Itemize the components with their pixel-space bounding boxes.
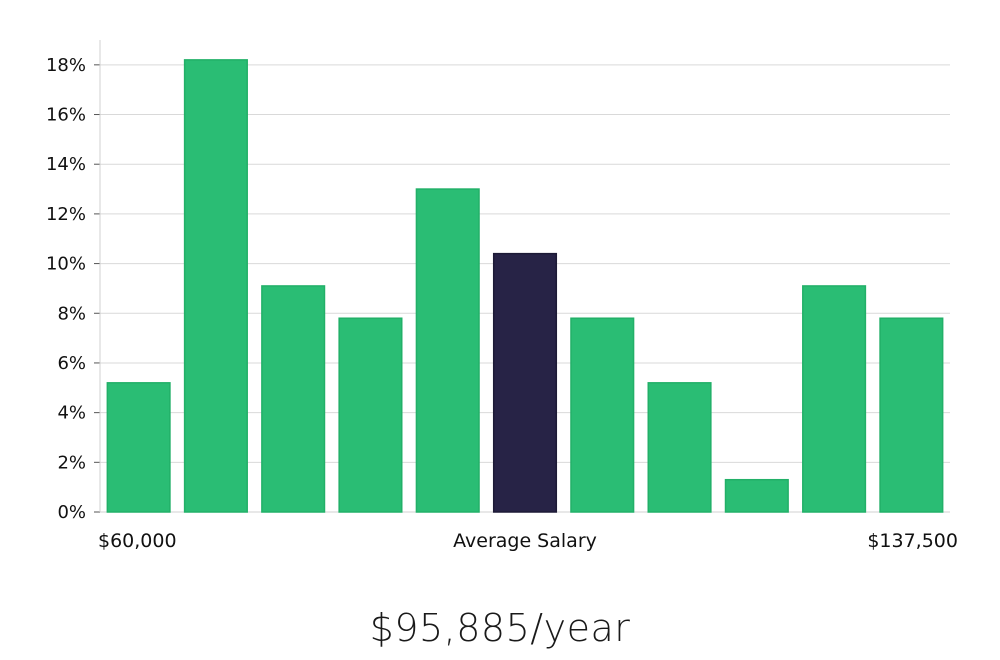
y-tick-label: 12%	[46, 204, 86, 225]
bar	[338, 317, 403, 513]
y-tick-label: 10%	[46, 254, 86, 275]
salary-histogram: 0% 2% 4% 6% 8% 10% 12% 14% 16% 18% $60,000 Averag…	[46, 40, 958, 552]
y-tick-label: 18%	[46, 55, 86, 76]
bars	[106, 59, 944, 513]
average-salary-value: $95,885/year	[369, 606, 631, 650]
x-label-max: $137,500	[867, 530, 958, 552]
bar	[183, 59, 248, 513]
y-tick-label: 4%	[57, 403, 86, 424]
y-tick-label: 0%	[57, 502, 86, 523]
bar	[647, 382, 712, 513]
y-axis-ticks: 0% 2% 4% 6% 8% 10% 12% 14% 16% 18%	[46, 55, 100, 523]
y-tick-label: 14%	[46, 154, 86, 175]
y-tick-label: 8%	[57, 303, 86, 324]
bar	[724, 478, 789, 513]
y-tick-label: 2%	[57, 452, 86, 473]
bar	[106, 382, 171, 513]
bar-average-salary	[492, 252, 558, 513]
bar	[415, 188, 480, 513]
x-label-average-salary: Average Salary	[453, 530, 597, 552]
x-label-min: $60,000	[98, 530, 177, 552]
bar	[802, 285, 867, 513]
bar	[879, 317, 944, 513]
y-tick-label: 6%	[57, 353, 86, 374]
bar	[261, 285, 326, 513]
bar	[570, 317, 635, 513]
y-tick-label: 16%	[46, 105, 86, 126]
